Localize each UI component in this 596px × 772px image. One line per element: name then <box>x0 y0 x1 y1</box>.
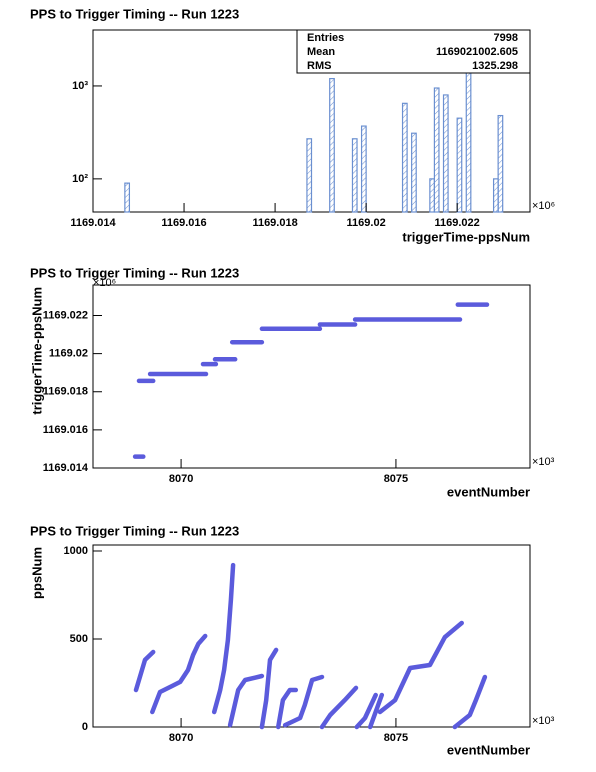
chart-title: PPS to Trigger Timing -- Run 1223 <box>30 265 239 280</box>
plot-frame <box>92 284 531 469</box>
y-tick-label: 1169.02 <box>49 348 88 360</box>
x-axis-label: triggerTime-ppsNum <box>402 229 530 244</box>
y-tick-label: 0 <box>82 721 88 733</box>
y-tick-label: 10³ <box>72 80 88 92</box>
x-tick-label: 1169.02 <box>347 217 386 229</box>
data-line <box>132 302 490 459</box>
x-tick-label: 8070 <box>169 473 193 485</box>
histogram-bar <box>351 138 358 213</box>
x-tick-label: 1169.018 <box>252 217 297 229</box>
histogram-bar <box>433 87 440 213</box>
histogram-bar <box>492 178 499 213</box>
histogram-bar <box>401 102 408 213</box>
x-axis-label: eventNumber <box>447 742 530 757</box>
x-tick-label: 1169.022 <box>435 217 480 229</box>
histogram-bar <box>360 125 367 213</box>
histogram-bar <box>429 178 436 213</box>
y-tick-label: 1169.014 <box>43 462 89 474</box>
plot-frame <box>92 544 531 728</box>
x-exponent: ×10⁶ <box>532 200 555 212</box>
histogram-bar <box>442 94 449 213</box>
chart-title: PPS to Trigger Timing -- Run 1223 <box>30 6 239 21</box>
stats-label: RMS <box>307 60 331 72</box>
histogram-bar <box>329 77 335 213</box>
y-tick-label: 1000 <box>64 545 88 557</box>
x-tick-label: 1169.016 <box>161 217 206 229</box>
x-tick-label: 1169.014 <box>70 217 116 229</box>
y-tick-label: 1169.016 <box>43 424 88 436</box>
stats-value: 7998 <box>494 32 518 44</box>
y-exponent: ×10⁶ <box>93 277 116 289</box>
y-tick-label: 1169.018 <box>43 386 88 398</box>
y-axis-label: triggerTime-ppsNum <box>29 287 44 415</box>
y-tick-label: 500 <box>70 633 88 645</box>
stats-label: Entries <box>307 32 344 44</box>
stats-value: 1169021002.605 <box>436 46 518 58</box>
histogram-bar <box>456 117 463 213</box>
stats-box <box>296 29 531 74</box>
stats-value: 1325.298 <box>472 60 518 72</box>
histogram-bar <box>124 182 131 213</box>
y-tick-label: 1169.022 <box>43 309 88 321</box>
histogram-bar <box>465 57 472 213</box>
y-tick-label: 10² <box>72 173 88 185</box>
chart-title: PPS to Trigger Timing -- Run 1223 <box>30 523 239 538</box>
data-line <box>133 562 488 730</box>
x-tick-label: 8070 <box>169 732 193 744</box>
x-axis-label: eventNumber <box>447 484 530 499</box>
x-exponent: ×10³ <box>532 456 555 468</box>
histogram-bar <box>497 114 504 213</box>
histogram-bar <box>306 138 313 213</box>
x-tick-label: 8075 <box>384 732 408 744</box>
stats-label: Mean <box>307 46 335 58</box>
histogram-bar <box>411 132 417 213</box>
x-exponent: ×10³ <box>532 715 555 727</box>
x-tick-label: 8075 <box>384 473 408 485</box>
y-axis-label: ppsNum <box>29 547 44 599</box>
